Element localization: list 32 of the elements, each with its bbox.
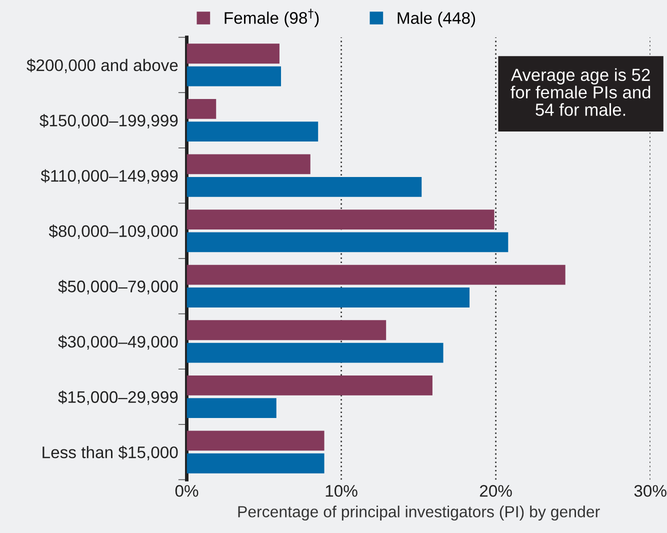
bar <box>186 176 422 197</box>
y-tick-label: $50,000–79,000 <box>58 280 178 294</box>
y-tick-label: $15,000–29,999 <box>58 390 178 405</box>
x-axis-title: Percentage of principal investigators (PI) by gender <box>238 506 600 521</box>
y-tick-label: Less than $15,000 <box>42 446 178 460</box>
x-tick-label: 10% <box>326 485 358 497</box>
bar <box>186 264 566 285</box>
bar <box>186 232 508 252</box>
bar <box>186 288 470 308</box>
bar <box>186 430 324 451</box>
y-tick-label: $150,000–199,999 <box>40 114 178 128</box>
y-tick-label: $110,000–149,999 <box>40 169 178 184</box>
bar <box>186 66 282 86</box>
bar <box>186 342 444 363</box>
bar <box>186 154 310 174</box>
bar <box>186 98 216 119</box>
bar <box>186 398 276 418</box>
x-tick-label: 0% <box>175 485 198 497</box>
x-tick-label: 20% <box>480 485 512 497</box>
legend-label: Female (98$^{†}$) <box>224 8 319 28</box>
bar <box>186 453 324 474</box>
y-tick-label: $30,000–49,000 <box>58 335 178 350</box>
bar <box>186 320 386 340</box>
y-tick-label: $200,000 and above <box>26 58 178 74</box>
bar <box>186 375 432 396</box>
x-tick-label: 30% <box>634 485 666 497</box>
annotation: Average age is 52 for female PIs and 54 for male. <box>510 68 650 116</box>
y-tick-label: $80,000–109,000 <box>48 224 178 240</box>
bar <box>186 122 318 142</box>
bar <box>186 44 280 64</box>
legend-label: Male (448) <box>398 12 476 28</box>
bar <box>186 210 494 230</box>
